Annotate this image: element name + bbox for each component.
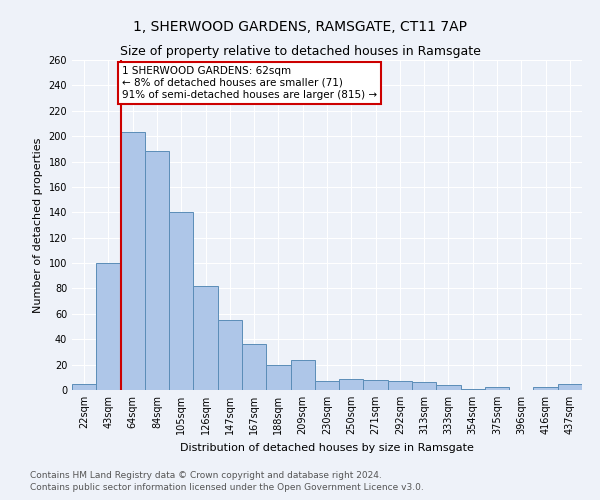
Bar xyxy=(364,380,388,390)
Text: 1, SHERWOOD GARDENS, RAMSGATE, CT11 7AP: 1, SHERWOOD GARDENS, RAMSGATE, CT11 7AP xyxy=(133,20,467,34)
Bar xyxy=(145,152,169,390)
Bar xyxy=(461,388,485,390)
Text: Contains HM Land Registry data © Crown copyright and database right 2024.: Contains HM Land Registry data © Crown c… xyxy=(30,470,382,480)
Text: Contains public sector information licensed under the Open Government Licence v3: Contains public sector information licen… xyxy=(30,483,424,492)
Bar xyxy=(96,263,121,390)
Bar xyxy=(121,132,145,390)
Bar xyxy=(485,388,509,390)
Bar xyxy=(533,388,558,390)
Bar xyxy=(436,385,461,390)
Bar xyxy=(266,364,290,390)
Bar xyxy=(193,286,218,390)
Bar xyxy=(558,384,582,390)
Y-axis label: Number of detached properties: Number of detached properties xyxy=(33,138,43,312)
Bar xyxy=(388,381,412,390)
Bar xyxy=(72,384,96,390)
Text: 1 SHERWOOD GARDENS: 62sqm
← 8% of detached houses are smaller (71)
91% of semi-d: 1 SHERWOOD GARDENS: 62sqm ← 8% of detach… xyxy=(122,66,377,100)
Bar xyxy=(242,344,266,390)
Bar xyxy=(412,382,436,390)
Bar xyxy=(218,320,242,390)
Bar xyxy=(290,360,315,390)
Text: Size of property relative to detached houses in Ramsgate: Size of property relative to detached ho… xyxy=(119,45,481,58)
X-axis label: Distribution of detached houses by size in Ramsgate: Distribution of detached houses by size … xyxy=(180,442,474,452)
Bar xyxy=(169,212,193,390)
Bar xyxy=(339,378,364,390)
Bar xyxy=(315,381,339,390)
